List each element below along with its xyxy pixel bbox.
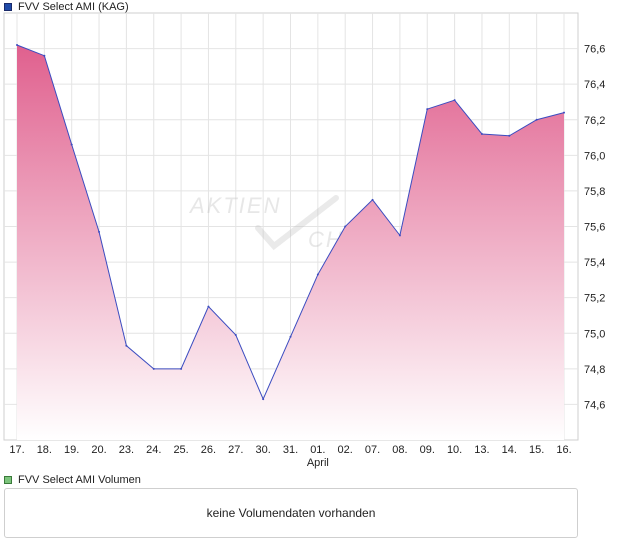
price-points xyxy=(16,44,565,401)
y-tick-label: 76,4 xyxy=(584,79,605,91)
price-legend-swatch xyxy=(4,3,12,11)
x-tick-label: 27. xyxy=(228,444,243,456)
price-chart: AKTIEN CHECK 74,674,875,075,275,475,675,… xyxy=(3,12,605,469)
x-tick-label: 13. xyxy=(474,444,489,456)
price-point xyxy=(289,335,292,338)
x-tick-label: 30. xyxy=(256,444,271,456)
price-point xyxy=(207,305,210,308)
x-tick-label: 07. xyxy=(365,444,380,456)
y-tick-label: 76,0 xyxy=(584,150,605,162)
price-point xyxy=(234,334,237,337)
price-point xyxy=(16,44,18,47)
x-tick-label: 14. xyxy=(502,444,517,456)
price-point xyxy=(98,230,101,233)
y-tick-label: 76,2 xyxy=(584,115,605,127)
price-point xyxy=(344,225,347,228)
volume-panel: keine Volumendaten vorhanden xyxy=(4,488,578,538)
y-tick-label: 75,2 xyxy=(584,293,605,305)
volume-empty-message: keine Volumendaten vorhanden xyxy=(206,506,376,520)
watermark-text-1: AKTIEN xyxy=(188,193,281,218)
y-tick-label: 75,4 xyxy=(584,257,605,269)
price-area-fill xyxy=(17,45,564,441)
price-point xyxy=(535,118,538,121)
y-tick-label: 76,6 xyxy=(584,44,605,56)
x-tick-label: 08. xyxy=(392,444,407,456)
x-tick-label: 16. xyxy=(556,444,571,456)
x-axis-ticks: 17. 18. 19. 20. 23. 24. 25. 26. 27. 30. 31. 01. 02. 0… xyxy=(9,444,571,469)
x-tick-label: 20. xyxy=(91,444,106,456)
price-legend-label: FVV Select AMI (KAG) xyxy=(18,1,129,13)
x-tick-label: 02. xyxy=(338,444,353,456)
y-tick-label: 75,6 xyxy=(584,222,605,234)
x-tick-label: 23. xyxy=(119,444,134,456)
y-tick-label: 75,8 xyxy=(584,186,605,198)
x-month-label: April xyxy=(307,457,329,469)
x-tick-label: 26. xyxy=(201,444,216,456)
x-tick-label: 15. xyxy=(529,444,544,456)
volume-legend-label: FVV Select AMI Volumen xyxy=(18,474,141,486)
x-tick-label: 25. xyxy=(173,444,188,456)
price-legend: FVV Select AMI (KAG) xyxy=(4,0,129,14)
x-tick-label: 18. xyxy=(37,444,52,456)
volume-legend-swatch xyxy=(4,476,12,484)
price-point xyxy=(371,198,374,201)
price-point xyxy=(180,367,183,370)
price-point xyxy=(262,398,265,401)
watermark-check-icon xyxy=(255,195,339,251)
price-point xyxy=(480,132,483,135)
x-tick-label: 09. xyxy=(420,444,435,456)
y-tick-label: 74,8 xyxy=(584,364,605,376)
y-tick-label: 75,0 xyxy=(584,328,605,340)
price-point xyxy=(563,111,565,114)
volume-legend: FVV Select AMI Volumen xyxy=(4,473,141,487)
y-axis-ticks: 74,6 74,8 75,0 75,2 75,4 75,6 75,8 76,0 76,2 76,4… xyxy=(584,44,605,412)
x-tick-label: 24. xyxy=(146,444,161,456)
x-tick-label: 31. xyxy=(283,444,298,456)
price-point xyxy=(508,134,511,137)
price-point xyxy=(316,273,319,276)
x-tick-label: 17. xyxy=(9,444,24,456)
price-point xyxy=(125,344,128,347)
price-point xyxy=(398,234,401,237)
x-tick-label: 01. xyxy=(310,444,325,456)
price-point xyxy=(70,143,73,146)
price-point xyxy=(426,108,429,111)
y-tick-label: 74,6 xyxy=(584,399,605,411)
x-tick-label: 19. xyxy=(64,444,79,456)
price-point xyxy=(453,99,456,102)
price-point xyxy=(43,54,46,57)
x-tick-label: 10. xyxy=(447,444,462,456)
price-point xyxy=(152,367,155,370)
